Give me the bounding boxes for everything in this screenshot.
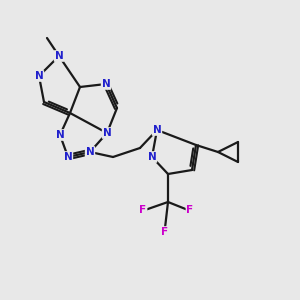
Text: N: N bbox=[34, 71, 43, 81]
Text: N: N bbox=[64, 152, 72, 162]
Text: N: N bbox=[148, 152, 156, 162]
Text: N: N bbox=[103, 128, 111, 138]
Text: N: N bbox=[85, 147, 94, 157]
Text: N: N bbox=[55, 51, 63, 61]
Text: N: N bbox=[153, 125, 161, 135]
Text: F: F bbox=[140, 205, 147, 215]
Text: N: N bbox=[102, 79, 110, 89]
Text: F: F bbox=[161, 227, 169, 237]
Text: N: N bbox=[56, 130, 64, 140]
Text: F: F bbox=[186, 205, 194, 215]
